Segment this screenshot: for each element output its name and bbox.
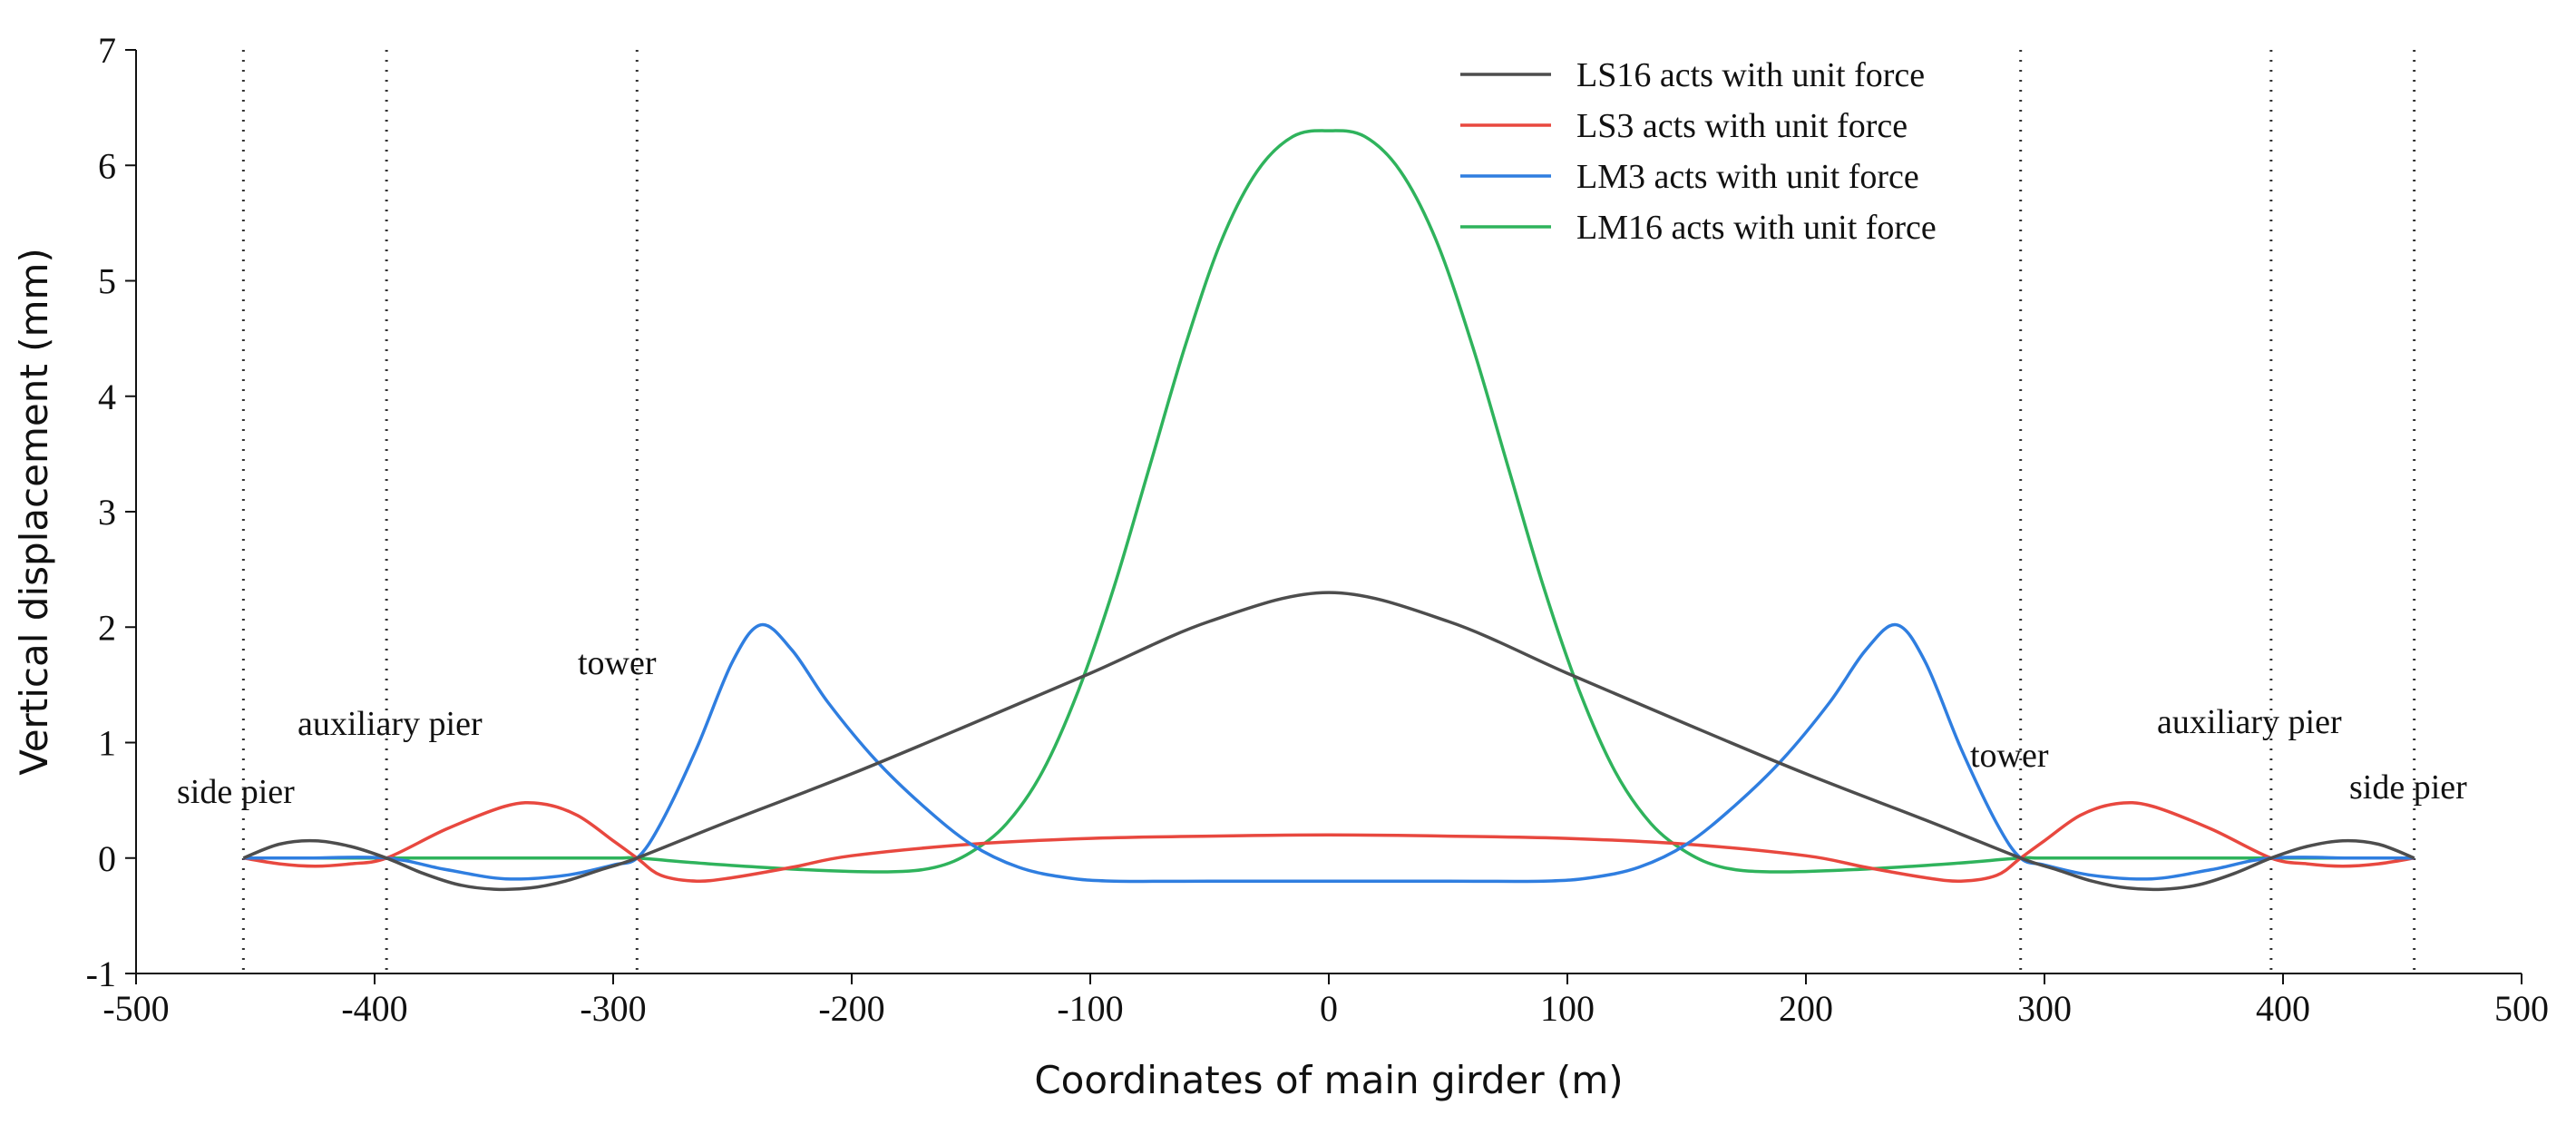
x-tick-label-9: 400 bbox=[2256, 988, 2310, 1029]
legend-label-3: LM16 acts with unit force bbox=[1576, 209, 1937, 247]
legend-label-1: LS3 acts with unit force bbox=[1576, 107, 1908, 145]
x-tick-label-1: -400 bbox=[341, 988, 407, 1029]
x-ticks: -500 -400 -300 -200 -100 0 100 200 300 400 500 bbox=[102, 973, 2549, 1029]
y-ticks: -1 0 1 2 3 4 5 6 7 bbox=[86, 30, 136, 994]
x-tick-label-0: -500 bbox=[102, 988, 169, 1029]
annotation-tower-left: tower bbox=[578, 644, 657, 682]
y-tick-label-8: 7 bbox=[98, 30, 116, 71]
annotation-auxiliary-pier-right: auxiliary pier bbox=[2157, 703, 2342, 741]
y-tick-label-5: 4 bbox=[98, 377, 116, 417]
x-tick-label-8: 300 bbox=[2017, 988, 2072, 1029]
series-lines bbox=[242, 129, 2415, 892]
x-tick-label-3: -200 bbox=[818, 988, 884, 1029]
y-axis-title: Vertical displacement (mm) bbox=[12, 248, 56, 776]
y-tick-label-2: 1 bbox=[98, 723, 116, 764]
annotation-auxiliary-pier-left: auxiliary pier bbox=[298, 705, 483, 743]
y-tick-label-0: -1 bbox=[86, 954, 116, 994]
y-tick-label-3: 2 bbox=[98, 607, 116, 648]
x-tick-label-10: 500 bbox=[2494, 988, 2549, 1029]
series-line-1 bbox=[243, 800, 2415, 884]
x-tick-label-7: 200 bbox=[1779, 988, 1833, 1029]
x-tick-label-2: -300 bbox=[580, 988, 646, 1029]
x-tick-label-6: 100 bbox=[1540, 988, 1595, 1029]
legend-label-0: LS16 acts with unit force bbox=[1576, 56, 1925, 94]
legend-label-2: LM3 acts with unit force bbox=[1576, 158, 1919, 196]
y-tick-label-4: 3 bbox=[98, 492, 116, 533]
series-line-0 bbox=[242, 591, 2415, 892]
y-tick-label-7: 6 bbox=[98, 145, 116, 186]
legend: LS16 acts with unit force LS3 acts with u… bbox=[1460, 56, 1937, 247]
annotation-side-pier-right: side pier bbox=[2349, 768, 2467, 807]
series-line-3 bbox=[243, 129, 2415, 874]
vertical-marker-lines bbox=[241, 50, 2416, 973]
annotation-side-pier-left: side pier bbox=[177, 773, 295, 811]
y-tick-label-6: 5 bbox=[98, 261, 116, 302]
annotations: side pier auxiliary pier tower tower aux… bbox=[177, 644, 2467, 811]
x-tick-label-5: 0 bbox=[1320, 988, 1338, 1029]
x-axis-title: Coordinates of main girder (m) bbox=[1034, 1058, 1623, 1102]
annotation-tower-right: tower bbox=[1970, 737, 2049, 775]
y-tick-label-1: 0 bbox=[98, 838, 116, 879]
x-tick-label-4: -100 bbox=[1057, 988, 1123, 1029]
